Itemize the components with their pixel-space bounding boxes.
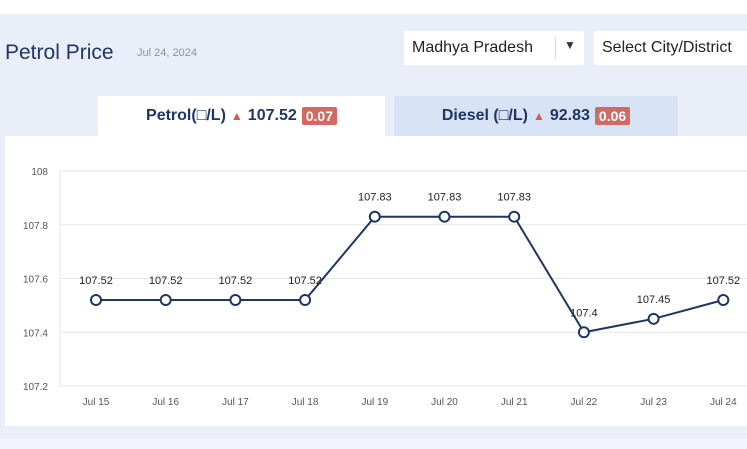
y-tick-label: 108 [31,167,48,178]
data-point [717,294,730,306]
series-line [96,215,724,334]
tab-diesel-label: Diesel (□/L) [441,107,528,124]
data-label: 107.45 [637,294,671,306]
data-label: 107.52 [149,275,183,287]
x-tick-label: Jul 17 [222,397,249,408]
x-tick-label: Jul 16 [152,397,179,408]
data-label: 107.83 [358,192,392,204]
data-label: 107.83 [497,192,531,204]
data-point [647,312,660,325]
x-tick-label: Jul 21 [501,397,528,408]
y-tick-label: 107.2 [23,382,48,393]
x-tick-label: Jul 24 [710,397,737,408]
data-point [438,210,451,223]
tab-diesel-change-badge: 0.06 [594,107,631,125]
up-arrow-icon: ▲ [230,109,243,123]
data-label: 107.52 [219,275,253,287]
state-select-value: Madhya Pradesh [412,39,533,56]
tab-petrol-label: Petrol(□/L) [146,107,226,124]
tab-diesel[interactable]: Diesel (□/L) ▲ 92.83 0.06 [394,96,678,136]
city-select-placeholder: Select City/District [602,39,732,56]
up-arrow-icon: ▲ [532,109,545,123]
tab-petrol[interactable]: Petrol(□/L) ▲ 107.52 0.07 [98,96,385,136]
data-point [368,210,381,223]
state-select[interactable]: Madhya Pradesh ▼ [404,31,584,65]
x-tick-label: Jul 19 [361,397,388,408]
tab-petrol-price: 107.52 [247,107,297,124]
y-tick-label: 107.6 [23,275,48,286]
x-tick-label: Jul 15 [83,397,110,408]
tab-petrol-change-badge: 0.07 [301,107,337,125]
data-label: 107.83 [428,192,462,204]
y-tick-label: 107.4 [23,328,48,339]
data-point [229,294,242,306]
data-label: 107.52 [706,275,740,287]
data-point [577,326,590,339]
data-label: 107.52 [79,275,113,287]
data-label: 107.4 [570,307,598,319]
select-divider [555,37,556,59]
page-title: Petrol Price [5,41,114,64]
price-date: Jul 24, 2024 [137,47,197,59]
data-point [508,210,521,223]
data-point [159,294,172,306]
data-point [90,294,102,306]
data-point [299,294,312,306]
chart-card: 107.2 107.4 107.6 107.8 108 Jul 15 Jul 16 Jul 1… [5,136,747,426]
tab-diesel-price: 92.83 [549,107,590,124]
data-label: 107.52 [288,275,322,287]
chevron-down-icon[interactable]: ▼ [564,38,576,52]
y-tick-label: 107.8 [23,221,48,232]
x-tick-label: Jul 22 [571,397,598,408]
x-tick-label: Jul 23 [640,397,667,408]
price-line-chart: 107.2 107.4 107.6 107.8 108 Jul 15 Jul 16 Jul 1… [23,167,747,408]
x-tick-label: Jul 18 [292,397,319,408]
city-select[interactable]: Select City/District [594,31,747,65]
x-tick-label: Jul 20 [431,397,458,408]
top-strip [0,0,747,14]
